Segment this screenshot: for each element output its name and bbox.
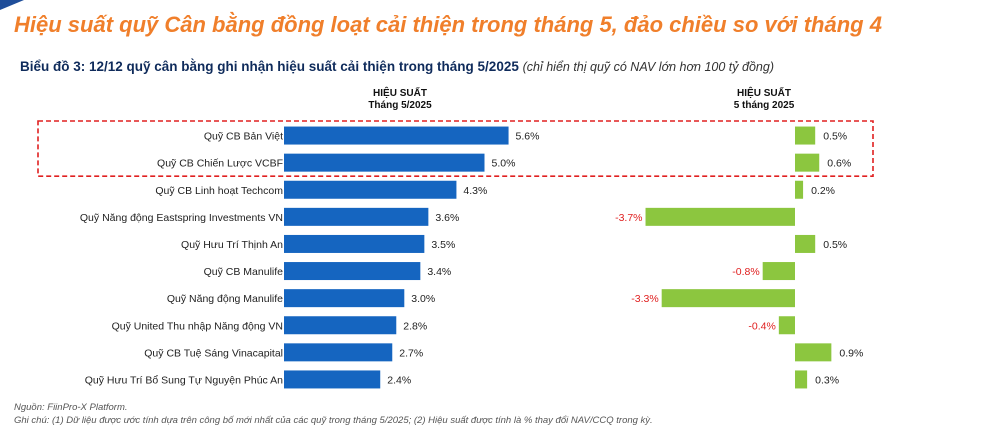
data-label-monthly: 3.0%: [411, 293, 435, 305]
category-label: Quỹ United Thu nhập Năng động VN: [112, 320, 283, 332]
data-label-ytd: 0.6%: [827, 158, 851, 170]
bar-monthly: [284, 262, 421, 281]
monthly-column-header: HIỆU SUẤT Tháng 5/2025: [330, 88, 470, 112]
data-label-ytd: -0.8%: [732, 266, 759, 278]
data-label-monthly: 2.8%: [403, 320, 427, 332]
corner-accent: [0, 0, 24, 10]
monthly-column-title: HIỆU SUẤT: [373, 88, 427, 99]
highlight-box: [37, 120, 874, 178]
footnotes: Nguồn: FiinPro-X Platform. Ghi chú: (1) …: [14, 401, 653, 427]
bar-ytd: [778, 316, 795, 335]
bar-ytd: [795, 180, 804, 199]
bar-ytd: [795, 343, 832, 362]
data-label-monthly: 4.3%: [463, 185, 487, 197]
data-label-ytd: -3.7%: [615, 212, 642, 224]
fund-performance-chart: Quỹ CB Bản Việt 5.6% 0.5% Quỹ CB Chiến Lược…: [37, 120, 874, 389]
data-label-monthly: 2.4%: [387, 374, 411, 386]
category-label: Quỹ CB Bản Việt: [204, 131, 283, 143]
data-label-ytd: -3.3%: [631, 293, 658, 305]
data-label-monthly: 2.7%: [399, 347, 423, 359]
chart-note: (chỉ hiển thị quỹ có NAV lớn hơn 100 tỷ …: [522, 60, 774, 74]
data-label-monthly: 5.0%: [492, 158, 516, 170]
data-label-ytd: 0.2%: [811, 185, 835, 197]
data-label-monthly: 5.6%: [516, 131, 540, 143]
bar-ytd: [645, 207, 795, 226]
chart-title-block: Biểu đồ 3: 12/12 quỹ cân bằng ghi nhận h…: [20, 59, 774, 74]
data-label-monthly: 3.6%: [435, 212, 459, 224]
ytd-column-header: HIỆU SUẤT 5 tháng 2025: [694, 88, 834, 112]
bar-monthly: [284, 153, 485, 172]
source-note: Nguồn: FiinPro-X Platform.: [14, 402, 128, 413]
chart-title: Biểu đồ 3: 12/12 quỹ cân bằng ghi nhận h…: [20, 59, 519, 74]
category-label: Quỹ CB Linh hoạt Techcom: [155, 185, 283, 197]
bar-monthly: [284, 289, 405, 308]
bar-monthly: [284, 180, 457, 199]
ytd-column-title: HIỆU SUẤT: [737, 88, 791, 99]
bar-monthly: [284, 126, 509, 145]
monthly-column-subtitle: Tháng 5/2025: [368, 100, 432, 111]
data-label-ytd: -0.4%: [748, 320, 775, 332]
bar-ytd: [795, 126, 816, 145]
data-label-ytd: 0.3%: [815, 374, 839, 386]
bar-monthly: [284, 316, 397, 335]
footnote-text: Ghi chú: (1) Dữ liệu được ước tính dựa t…: [14, 415, 653, 426]
bar-monthly: [284, 370, 381, 389]
category-label: Quỹ CB Chiến Lược VCBF: [157, 158, 283, 170]
category-label: Quỹ Năng động Manulife: [167, 293, 283, 305]
bar-monthly: [284, 207, 429, 226]
category-label: Quỹ CB Tuệ Sáng Vinacapital: [144, 347, 283, 359]
category-label: Quỹ Hưu Trí Bổ Sung Tự Nguyện Phúc An: [85, 374, 283, 386]
bar-ytd: [762, 262, 795, 281]
data-label-ytd: 0.5%: [823, 131, 847, 143]
data-label-monthly: 3.5%: [431, 239, 455, 251]
ytd-column-subtitle: 5 tháng 2025: [733, 100, 795, 111]
bar-ytd: [795, 370, 808, 389]
bar-ytd: [795, 234, 816, 253]
category-label: Quỹ CB Manulife: [204, 266, 284, 278]
bar-ytd: [661, 289, 795, 308]
category-label: Quỹ Năng động Eastspring Investments VN: [80, 212, 283, 224]
data-label-ytd: 0.9%: [839, 347, 863, 359]
bar-ytd: [795, 153, 820, 172]
data-label-monthly: 3.4%: [427, 266, 451, 278]
page-headline: Hiệu suất quỹ Cân bằng đồng loạt cải thi…: [14, 12, 882, 37]
data-label-ytd: 0.5%: [823, 239, 847, 251]
bar-monthly: [284, 343, 393, 362]
category-label: Quỹ Hưu Trí Thịnh An: [181, 239, 283, 251]
bar-monthly: [284, 234, 425, 253]
